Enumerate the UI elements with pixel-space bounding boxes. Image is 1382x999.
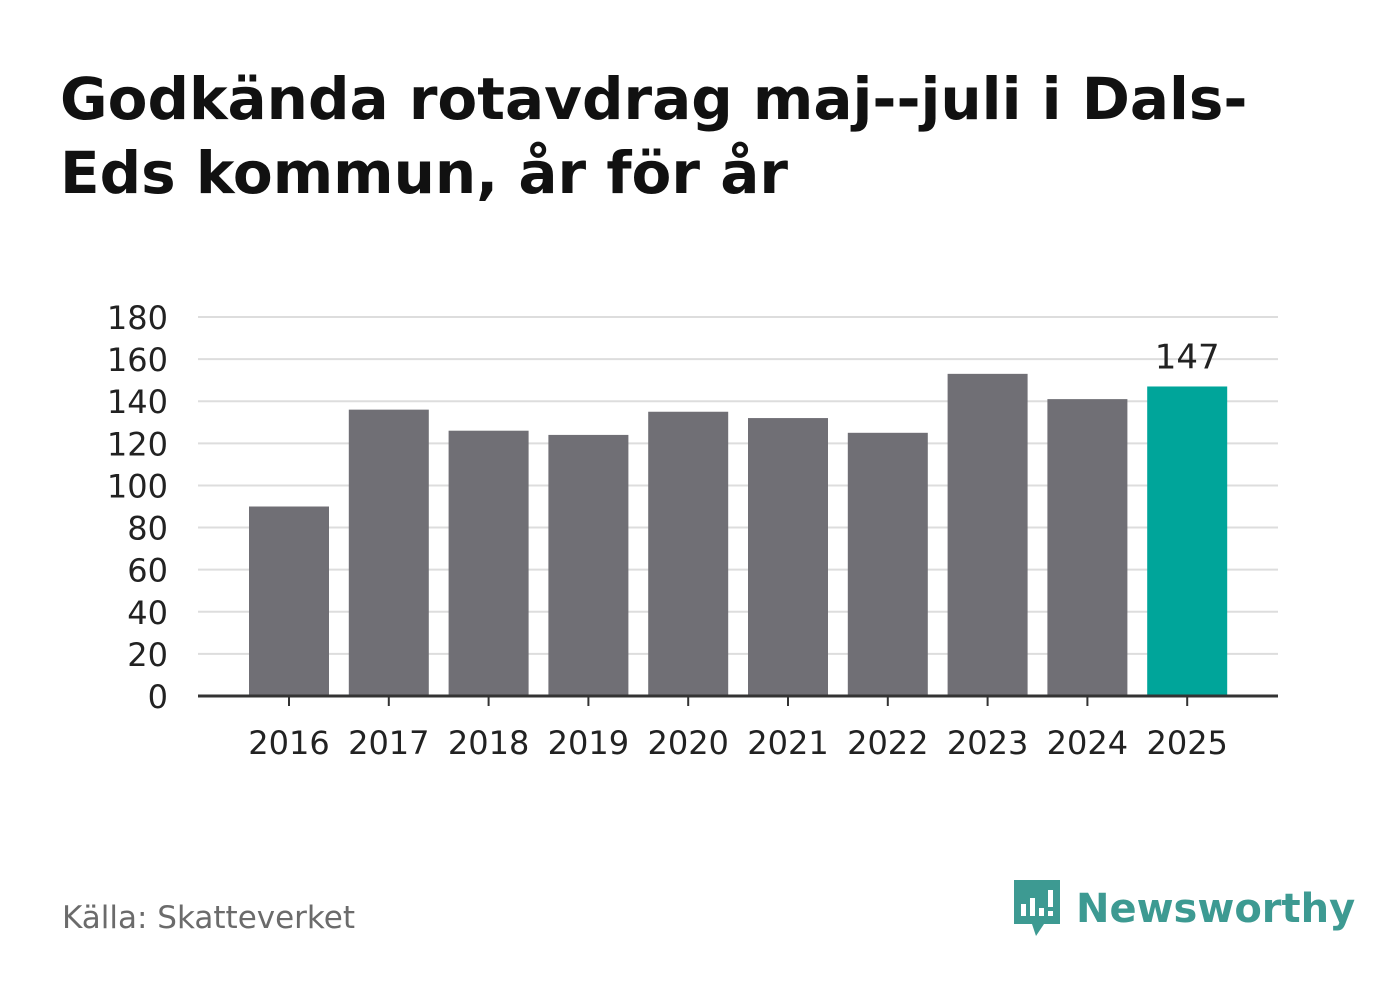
bar-2024 [1047, 399, 1128, 696]
newsworthy-logo-icon [1014, 880, 1060, 936]
y-tick-label: 80 [127, 510, 168, 548]
x-axis-ticks: 2016 2017 2018 2019 2020 2021 2022 2023 2024 2025 [248, 696, 1228, 762]
x-tick-label: 2022 [847, 724, 928, 762]
bar-2017 [348, 409, 429, 696]
y-tick-label: 120 [107, 425, 168, 463]
source-note: Källa: Skatteverket [62, 900, 356, 936]
x-tick-label: 2018 [448, 724, 529, 762]
y-axis-ticks: 0 20 40 60 80 100 120 140 160 180 [107, 299, 168, 716]
x-tick-label: 2019 [548, 724, 629, 762]
x-tick-label: 2023 [947, 724, 1028, 762]
x-tick-label: 2017 [348, 724, 429, 762]
bar-2021 [748, 418, 828, 696]
x-tick-label: 2016 [248, 724, 329, 762]
y-tick-label: 40 [127, 594, 168, 632]
y-tick-label: 160 [107, 341, 168, 379]
y-tick-label: 0 [148, 678, 168, 716]
y-tick-label: 180 [107, 299, 168, 337]
bar-2023 [947, 373, 1028, 696]
brand-name: Newsworthy [1076, 886, 1356, 932]
data-labels: 147 [1155, 337, 1220, 377]
x-tick-label: 2020 [647, 724, 728, 762]
bar-2020 [648, 411, 729, 696]
y-tick-label: 100 [107, 467, 168, 505]
chart-title: Godkända rotavdrag maj--juli i Dals-Eds … [60, 65, 1248, 207]
x-tick-label: 2025 [1146, 724, 1227, 762]
y-tick-label: 20 [127, 636, 168, 674]
bar-2019 [548, 434, 629, 696]
x-tick-label: 2024 [1047, 724, 1128, 762]
data-label: 147 [1155, 337, 1220, 377]
bar-2025 [1147, 386, 1228, 696]
brand-logo: Newsworthy [1010, 878, 1355, 940]
bar-2022 [847, 432, 928, 696]
bar-2018 [448, 430, 529, 696]
y-tick-label: 140 [107, 383, 168, 421]
bar-2016 [249, 506, 329, 696]
bars [249, 373, 1228, 696]
x-tick-label: 2021 [747, 724, 828, 762]
y-tick-label: 60 [127, 552, 168, 590]
